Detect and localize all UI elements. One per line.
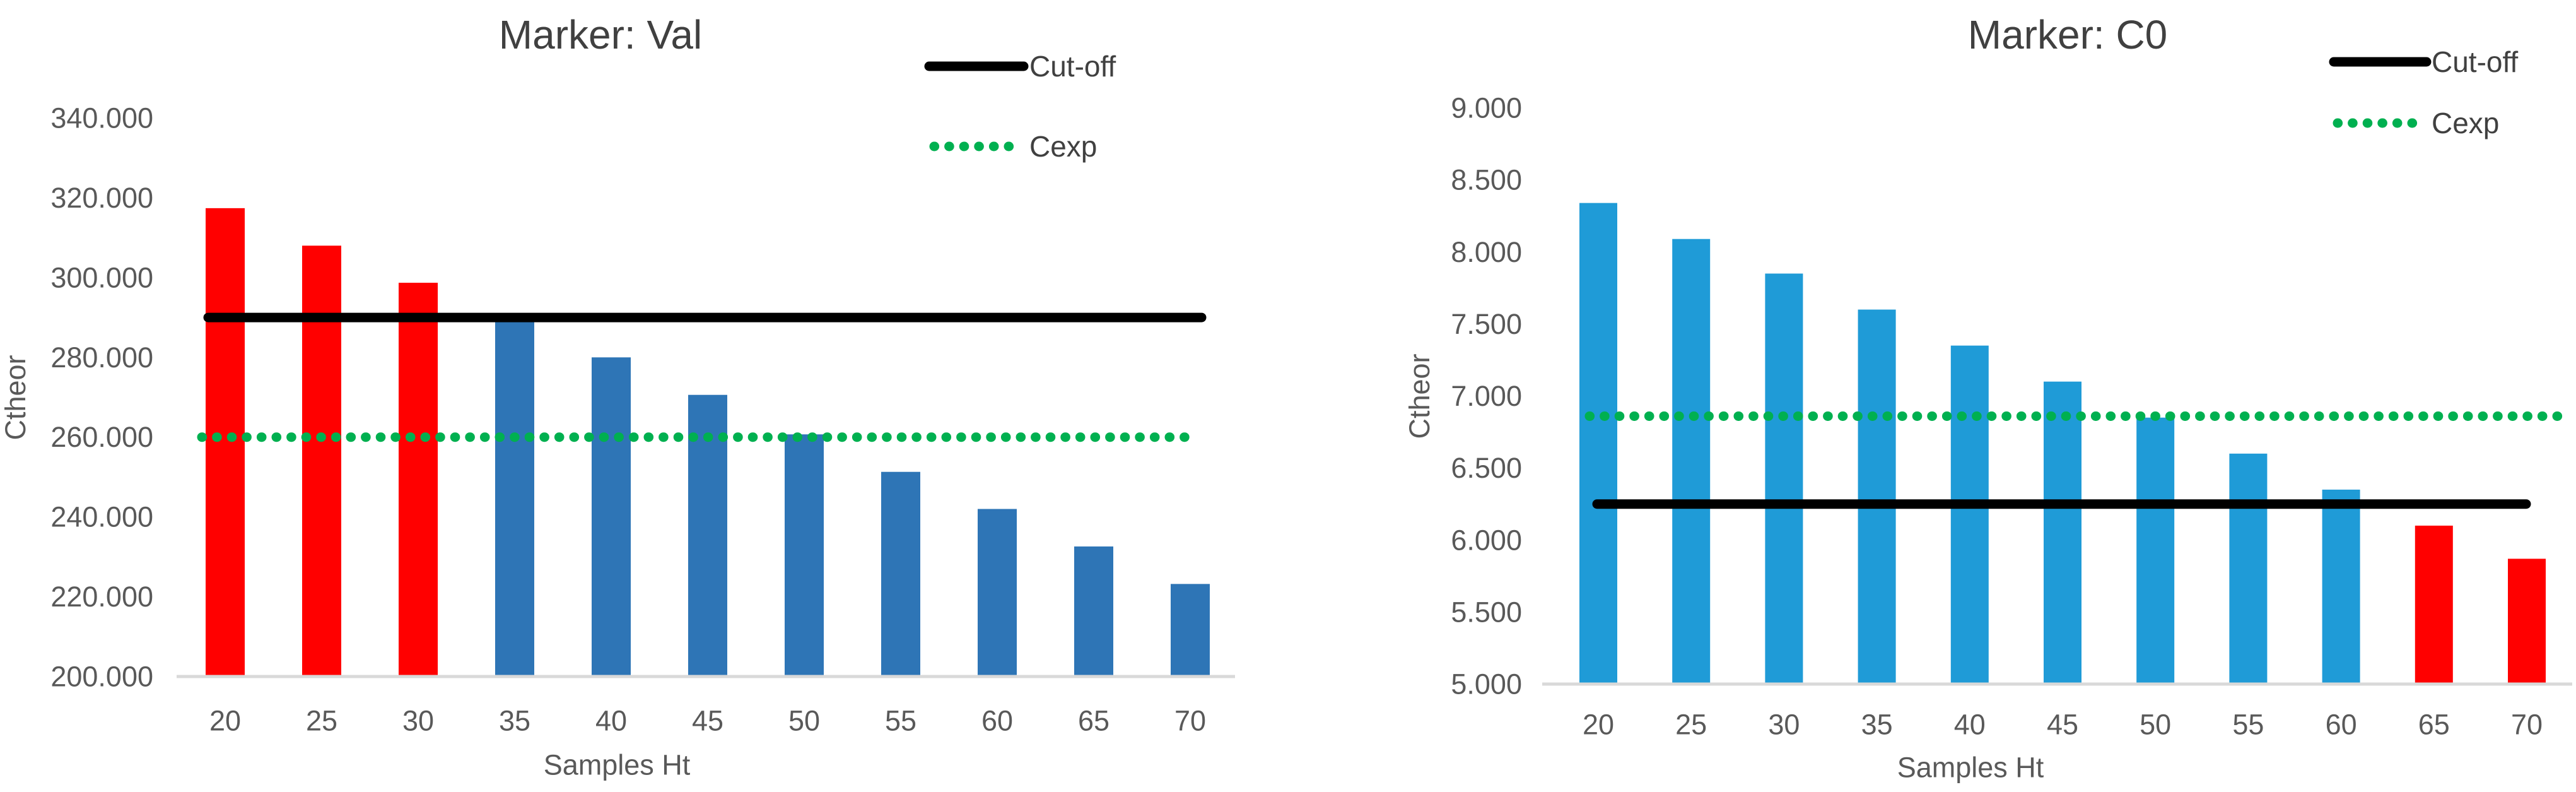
legend: Cut-off Cexp [924, 50, 1116, 163]
x-tick-label: 70 [1174, 705, 1206, 737]
y-tick-label: 9.000 [1451, 92, 1522, 124]
x-tick-label: 65 [2418, 709, 2450, 741]
legend: Cut-off Cexp [2329, 45, 2518, 139]
chart-val-canvas: Marker: Val Cut-off Cexp Ctheor Samples … [0, 12, 1235, 781]
x-axis-labels: 20 25 30 35 40 45 50 55 60 65 70 [209, 705, 1206, 737]
legend-cutoff-label: Cut-off [2432, 45, 2518, 78]
legend-cutoff-label: Cut-off [1029, 50, 1116, 83]
x-tick-label: 45 [692, 705, 723, 737]
y-tick-label: 200.000 [50, 661, 153, 693]
bar [1579, 203, 1617, 684]
y-tick-label: 7.500 [1451, 308, 1522, 340]
chart-marker-c0: Marker: C0 Cut-off Cexp Ctheor Samples H… [1288, 0, 2576, 792]
x-tick-label: 40 [595, 705, 627, 737]
bar [2044, 381, 2081, 684]
bar [1171, 584, 1210, 677]
bar [1672, 239, 1711, 684]
y-tick-label: 6.000 [1451, 524, 1522, 556]
bar [1074, 546, 1113, 677]
y-tick-label: 320.000 [50, 182, 153, 214]
x-axis-labels: 20 25 30 35 40 45 50 55 60 65 70 [1583, 709, 2543, 741]
y-tick-label: 300.000 [50, 261, 153, 293]
bar [978, 509, 1017, 677]
x-tick-label: 25 [306, 705, 337, 737]
x-tick-label: 50 [2140, 709, 2171, 741]
y-tick-label: 220.000 [50, 581, 153, 613]
bar [1858, 309, 1896, 684]
bar [881, 471, 920, 677]
bars [1579, 203, 2546, 684]
x-tick-label: 70 [2511, 709, 2543, 741]
y-axis-ticks: 9.000 8.500 8.000 7.500 7.000 6.500 6.000 5.500… [1451, 92, 1522, 700]
x-tick-label: 30 [402, 705, 434, 737]
y-tick-label: 5.500 [1451, 596, 1522, 628]
bar [495, 320, 534, 677]
y-tick-label: 260.000 [50, 421, 153, 453]
bar [785, 434, 824, 677]
chart-c0-canvas: Marker: C0 Cut-off Cexp Ctheor Samples H… [1403, 12, 2575, 784]
y-axis-title: Ctheor [0, 355, 32, 440]
y-axis-ticks: 340.000 320.000 300.000 280.000 260.000 240.0… [50, 102, 153, 693]
bar [2322, 489, 2360, 684]
y-tick-label: 6.500 [1451, 452, 1522, 484]
legend-cexp-label: Cexp [1029, 130, 1097, 163]
x-tick-label: 50 [788, 705, 820, 737]
chart-title: Marker: Val [499, 12, 702, 57]
y-tick-label: 7.000 [1451, 380, 1522, 412]
x-tick-label: 40 [1954, 709, 1986, 741]
y-tick-label: 240.000 [50, 501, 153, 533]
bar [399, 283, 438, 677]
legend-cexp-label: Cexp [2432, 107, 2499, 139]
y-tick-label: 8.000 [1451, 236, 1522, 268]
bar [2136, 417, 2175, 684]
bar [2508, 559, 2546, 684]
chart-marker-val: Marker: Val Cut-off Cexp Ctheor Samples … [0, 12, 1235, 781]
x-tick-label: 65 [1078, 705, 1109, 737]
y-tick-label: 340.000 [50, 102, 153, 134]
reference-lines [1584, 411, 2575, 509]
bar [2229, 453, 2268, 684]
x-tick-label: 35 [499, 705, 530, 737]
x-tick-label: 60 [981, 705, 1013, 737]
x-tick-label: 55 [2232, 709, 2264, 741]
bar [2415, 525, 2453, 684]
y-tick-label: 5.000 [1451, 668, 1522, 700]
x-tick-label: 55 [885, 705, 916, 737]
x-tick-label: 60 [2326, 709, 2357, 741]
bar [592, 357, 631, 677]
reference-lines [197, 312, 1207, 442]
chart-title: Marker: C0 [1968, 12, 2168, 57]
x-tick-label: 20 [209, 705, 241, 737]
x-tick-label: 45 [2047, 709, 2078, 741]
bar [1950, 345, 1989, 684]
bar [302, 245, 341, 677]
bar [1765, 273, 1803, 684]
x-tick-label: 30 [1768, 709, 1800, 741]
x-axis-title: Samples Ht [1897, 752, 2044, 784]
y-axis-title: Ctheor [1403, 353, 1436, 439]
x-tick-label: 35 [1861, 709, 1893, 741]
y-tick-label: 8.500 [1451, 164, 1522, 196]
bars [206, 208, 1210, 677]
x-tick-label: 25 [1675, 709, 1707, 741]
x-axis-title: Samples Ht [544, 749, 691, 781]
x-tick-label: 20 [1583, 709, 1614, 741]
bar [206, 208, 245, 677]
y-tick-label: 280.000 [50, 341, 153, 374]
